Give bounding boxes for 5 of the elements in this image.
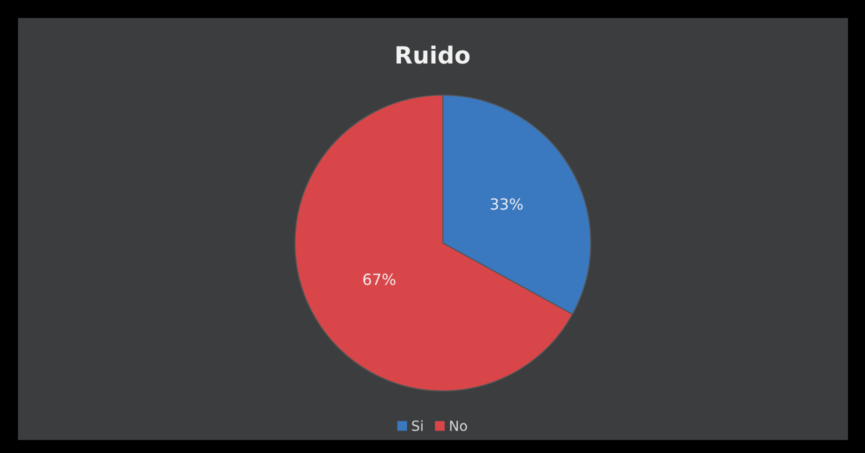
data-label: 33%	[490, 198, 523, 210]
legend-label: No	[450, 420, 467, 432]
chart-title: Ruido	[396, 46, 470, 64]
legend-label: Si	[412, 420, 423, 432]
data-label: 67%	[363, 274, 396, 286]
